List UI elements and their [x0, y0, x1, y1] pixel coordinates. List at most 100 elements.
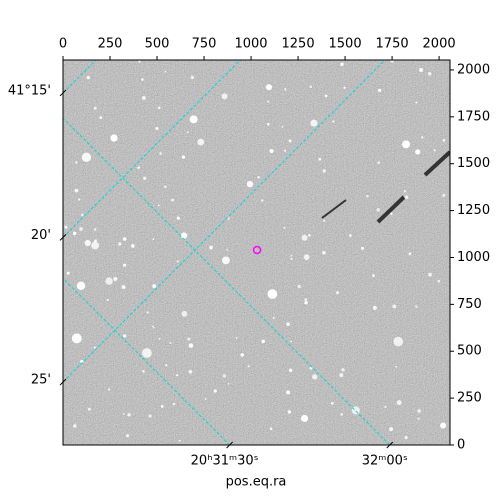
star	[176, 216, 181, 220]
star	[240, 353, 244, 357]
star	[415, 305, 418, 308]
y-tick-label: 1750	[457, 109, 490, 124]
star	[94, 239, 97, 243]
star	[141, 348, 152, 358]
ra-tick	[386, 441, 394, 449]
star	[332, 120, 335, 123]
ra-tick	[226, 441, 233, 449]
star	[227, 217, 230, 220]
star	[336, 291, 340, 295]
dec-grid-line	[63, 60, 386, 383]
x-tick-label: 750	[192, 37, 217, 52]
y-tick-label: 0	[457, 438, 465, 453]
star	[155, 126, 159, 130]
star	[246, 180, 254, 188]
star	[66, 271, 70, 275]
star	[300, 414, 309, 423]
star	[73, 424, 77, 428]
star	[288, 139, 292, 143]
star	[187, 337, 191, 341]
star	[130, 243, 135, 248]
y-tick-label: 500	[457, 344, 482, 359]
star	[72, 231, 77, 236]
star	[421, 136, 424, 139]
star	[324, 94, 328, 98]
star	[197, 138, 205, 146]
star	[157, 204, 160, 207]
star	[157, 106, 161, 110]
star	[340, 413, 343, 416]
y-tick-label: 250	[457, 391, 482, 406]
star	[290, 340, 292, 343]
star	[433, 149, 436, 152]
star	[153, 326, 155, 329]
star	[372, 274, 375, 277]
star	[152, 284, 157, 288]
marks	[252, 245, 262, 255]
star	[159, 152, 162, 155]
star	[361, 246, 365, 250]
x-tick-label: 500	[145, 37, 170, 52]
star	[122, 237, 127, 241]
star	[267, 289, 278, 299]
star	[172, 402, 176, 406]
star	[260, 199, 264, 202]
star	[392, 304, 397, 309]
star	[110, 134, 118, 142]
streak	[423, 150, 450, 177]
star	[137, 166, 140, 169]
streak	[321, 199, 347, 219]
star	[442, 193, 446, 197]
star	[181, 310, 188, 317]
star	[148, 414, 152, 418]
ra-grid-line	[63, 117, 391, 445]
star	[93, 106, 97, 110]
star	[181, 155, 186, 159]
star	[267, 123, 270, 126]
star	[74, 161, 78, 164]
star	[310, 119, 318, 127]
star	[377, 161, 381, 164]
star	[408, 252, 412, 256]
star	[390, 60, 394, 63]
x-tick-label: 2000	[423, 37, 456, 52]
star	[309, 85, 313, 89]
star	[175, 374, 179, 377]
star	[188, 343, 194, 348]
star	[304, 298, 308, 301]
star	[143, 176, 147, 181]
star	[442, 138, 446, 142]
stars	[64, 60, 450, 442]
star	[269, 427, 273, 431]
star	[330, 401, 334, 405]
x-tick-label: 1500	[329, 37, 362, 52]
x-tick-label: 1250	[282, 37, 315, 52]
star	[99, 116, 103, 120]
star	[312, 374, 318, 380]
star	[343, 86, 346, 89]
star	[396, 400, 402, 406]
y-tick-label: 1250	[457, 203, 490, 218]
star	[419, 67, 424, 72]
dec-tick	[59, 89, 67, 97]
star	[349, 234, 352, 237]
star	[122, 413, 125, 415]
star	[79, 227, 83, 231]
star	[221, 256, 230, 265]
star	[304, 301, 308, 305]
x-tick-label: 1750	[376, 37, 409, 52]
star	[340, 62, 344, 67]
star	[283, 226, 286, 229]
star	[227, 382, 230, 385]
star	[415, 101, 418, 104]
star	[171, 198, 175, 202]
star	[322, 169, 326, 173]
star	[127, 413, 131, 417]
star	[164, 70, 167, 73]
star	[427, 72, 432, 76]
star	[176, 260, 179, 263]
star	[121, 285, 126, 289]
star	[160, 404, 164, 408]
star	[78, 198, 81, 201]
